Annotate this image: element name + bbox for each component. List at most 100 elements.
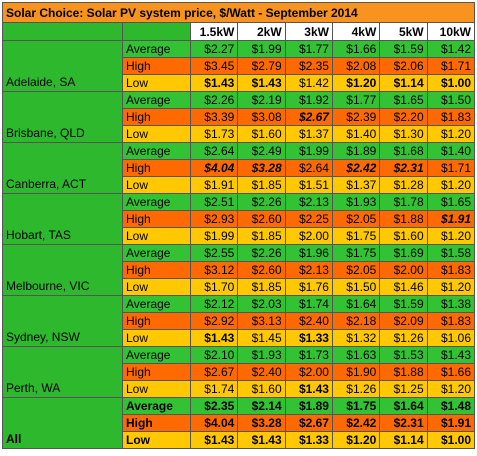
- price-cell: $2.93: [189, 210, 239, 228]
- price-cell: $1.93: [331, 193, 381, 211]
- price-cell: $2.35: [189, 397, 239, 415]
- price-cell: $2.18: [331, 312, 381, 330]
- price-cell: $1.06: [426, 329, 476, 347]
- data-row: Low $1.73 $1.60 $1.37 $1.40 $1.30 $1.20: [3, 125, 476, 143]
- row-label: Low: [122, 176, 191, 194]
- data-row: Brisbane, QLD Average $2.26 $2.19 $1.92 $1.77…: [2, 91, 476, 143]
- price-cell: $1.43: [189, 329, 239, 347]
- price-cell: $1.58: [426, 244, 476, 262]
- price-cell: $2.64: [189, 142, 239, 160]
- price-cell: $1.65: [379, 91, 428, 109]
- price-cell: $1.88: [379, 363, 428, 381]
- price-cell: $1.89: [284, 397, 333, 415]
- price-cell: $2.67: [284, 108, 333, 126]
- row-label: Average: [122, 397, 191, 415]
- price-cell: $3.28: [237, 159, 286, 177]
- price-cell: $1.63: [331, 346, 381, 364]
- price-cell: $2.26: [237, 193, 286, 211]
- price-cell: $1.42: [426, 40, 476, 58]
- price-cell: $1.77: [331, 91, 381, 109]
- price-cell: $2.40: [284, 312, 333, 330]
- price-cell: $2.42: [331, 414, 381, 432]
- data-row: Melbourne, VIC Average $2.55 $2.26 $1.96 $1.7…: [2, 244, 476, 296]
- price-cell: $1.14: [379, 431, 428, 449]
- price-cell: $1.38: [426, 295, 476, 313]
- price-cell: $1.85: [237, 227, 286, 245]
- row-label: High: [122, 312, 191, 330]
- price-cell: $1.26: [331, 380, 381, 398]
- row-label: Average: [122, 295, 191, 313]
- price-cell: $1.43: [189, 431, 239, 449]
- region-label: All: [2, 397, 123, 449]
- price-cell: $1.76: [284, 278, 333, 296]
- row-label: Low: [122, 278, 191, 296]
- price-cell: $1.59: [379, 40, 428, 58]
- price-cell: $2.14: [237, 397, 286, 415]
- row-label: High: [122, 363, 191, 381]
- price-cell: $2.00: [379, 261, 428, 279]
- price-cell: $3.12: [189, 261, 239, 279]
- price-cell: $1.77: [284, 40, 333, 58]
- data-row: Adelaide, SA Average $2.27 $1.99 $1.77 $1.66 $…: [2, 40, 476, 92]
- price-cell: $2.92: [189, 312, 239, 330]
- price-cell: $1.92: [284, 91, 333, 109]
- region-label: Hobart, TAS: [2, 193, 123, 245]
- column-header: 10kW: [426, 22, 476, 41]
- data-row: Low $1.99 $1.85 $2.00 $1.75 $1.60 $1.20: [3, 227, 476, 245]
- column-header: 5kW: [379, 22, 428, 41]
- price-cell: $3.45: [189, 57, 239, 75]
- price-cell: $3.28: [237, 414, 286, 432]
- price-cell: $1.43: [237, 431, 286, 449]
- data-row: Perth, WA Average $2.10 $1.93 $1.73 $1.63 $1.5…: [2, 346, 476, 398]
- price-cell: $1.53: [379, 346, 428, 364]
- header-row: 1.5kW 2kW 3kW 4kW 5kW 10kW: [2, 22, 476, 41]
- row-label: Average: [122, 346, 191, 364]
- data-row: Hobart, TAS Average $2.51 $2.26 $2.13 $1.93 $1…: [2, 193, 476, 245]
- price-cell: $1.60: [237, 125, 286, 143]
- price-cell: $1.60: [237, 380, 286, 398]
- price-cell: $2.49: [237, 142, 286, 160]
- row-label: Average: [122, 193, 191, 211]
- price-cell: $1.71: [426, 159, 476, 177]
- row-label: Average: [122, 142, 191, 160]
- price-cell: $1.51: [284, 176, 333, 194]
- corner-cell: [2, 22, 123, 41]
- row-label: High: [122, 210, 191, 228]
- price-cell: $1.00: [426, 431, 476, 449]
- price-cell: $1.20: [426, 227, 476, 245]
- price-cell: $1.91: [189, 176, 239, 194]
- price-cell: $2.67: [284, 414, 333, 432]
- row-label: Average: [122, 91, 191, 109]
- price-cell: $1.48: [426, 397, 476, 415]
- column-header: 1.5kW: [189, 22, 239, 41]
- row-label: Low: [122, 74, 191, 92]
- price-cell: $1.26: [379, 329, 428, 347]
- data-row: High $2.92 $3.13 $2.40 $2.18 $2.09 $1.83: [3, 312, 476, 330]
- price-cell: $1.43: [237, 74, 286, 92]
- price-cell: $2.08: [331, 57, 381, 75]
- data-row: Low $1.74 $1.60 $1.43 $1.26 $1.25 $1.20: [3, 380, 476, 398]
- price-cell: $2.13: [284, 261, 333, 279]
- data-row: Low $1.70 $1.85 $1.76 $1.50 $1.46 $1.20: [3, 278, 476, 296]
- row-label: High: [122, 57, 191, 75]
- price-cell: $1.99: [189, 227, 239, 245]
- price-cell: $1.43: [189, 74, 239, 92]
- price-cell: $1.85: [237, 176, 286, 194]
- price-cell: $1.25: [379, 380, 428, 398]
- price-cell: $1.66: [426, 363, 476, 381]
- price-cell: $2.12: [189, 295, 239, 313]
- price-cell: $1.83: [426, 312, 476, 330]
- price-cell: $1.50: [426, 91, 476, 109]
- column-header: 3kW: [284, 22, 333, 41]
- price-cell: $2.00: [284, 363, 333, 381]
- price-cell: $1.40: [331, 125, 381, 143]
- price-cell: $1.83: [426, 108, 476, 126]
- price-cell: $1.89: [331, 142, 381, 160]
- price-cell: $1.70: [189, 278, 239, 296]
- price-cell: $1.73: [189, 125, 239, 143]
- price-cell: $2.60: [237, 261, 286, 279]
- price-cell: $2.19: [237, 91, 286, 109]
- row-label: High: [122, 159, 191, 177]
- price-cell: $1.74: [284, 295, 333, 313]
